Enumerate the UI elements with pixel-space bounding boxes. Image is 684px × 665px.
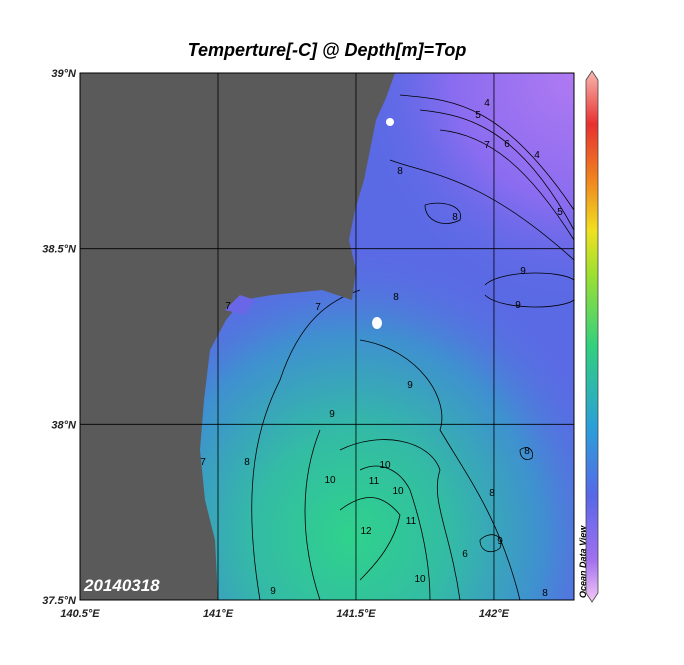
contour-label: 8 — [489, 488, 495, 499]
contour-label: 8 — [393, 292, 399, 303]
y-tick-label: 37.5°N — [42, 595, 77, 607]
chart-title: Temperture[-C] @ Depth[m]=Top — [188, 40, 467, 60]
plot-frame — [79, 72, 575, 601]
map-field — [80, 73, 574, 600]
x-tick-label: 140.5°E — [60, 608, 100, 620]
contour-label: 9 — [520, 266, 526, 277]
contour-label: 7 — [315, 302, 321, 313]
contour-label: 10 — [414, 574, 426, 585]
contours — [251, 94, 574, 600]
contour-label: 7 — [484, 140, 490, 151]
contour-label: 10 — [324, 475, 336, 486]
y-tick-label: 38°N — [51, 419, 77, 431]
y-tick-label: 39°N — [51, 68, 77, 80]
contour-label: 10 — [392, 486, 404, 497]
island — [386, 118, 394, 126]
contour-label: 8 — [244, 457, 250, 468]
contour-label: 10 — [379, 460, 391, 471]
colorbar-scale — [585, 70, 599, 603]
x-tick-label: 141.5°E — [336, 608, 376, 620]
contour-label: 9 — [497, 536, 503, 547]
bay — [225, 295, 255, 315]
contour-label: 11 — [369, 476, 380, 487]
contour-label: 11 — [406, 516, 417, 527]
contour-label: 5 — [475, 110, 481, 121]
date-label: 20140318 — [83, 576, 160, 595]
contour-label: 8 — [524, 446, 530, 457]
x-tick-label: 142°E — [479, 608, 510, 620]
contour-label: 9 — [407, 380, 413, 391]
land — [80, 73, 395, 600]
contour-label: 4 — [534, 150, 540, 161]
island — [372, 317, 382, 329]
contour-label: 8 — [397, 166, 403, 177]
contour-label: 9 — [270, 586, 276, 597]
contour-label: 5 — [557, 207, 563, 218]
contour-label: 7 — [225, 301, 231, 312]
contour-label: 4 — [484, 98, 490, 109]
credit: Ocean Data View — [578, 525, 588, 598]
contour-label: 8 — [452, 212, 458, 223]
contour-label: 8 — [542, 588, 548, 599]
colorbar — [585, 70, 599, 603]
contour-label: 6 — [504, 139, 510, 150]
x-tick-label: 141°E — [203, 608, 234, 620]
y-tick-label: 38.5°N — [42, 244, 77, 256]
contour-label: 12 — [360, 526, 372, 537]
contour-label: 6 — [462, 549, 468, 560]
contour-label: 7 — [200, 457, 206, 468]
contour-label: 9 — [329, 409, 335, 420]
contour-label: 9 — [515, 300, 521, 311]
